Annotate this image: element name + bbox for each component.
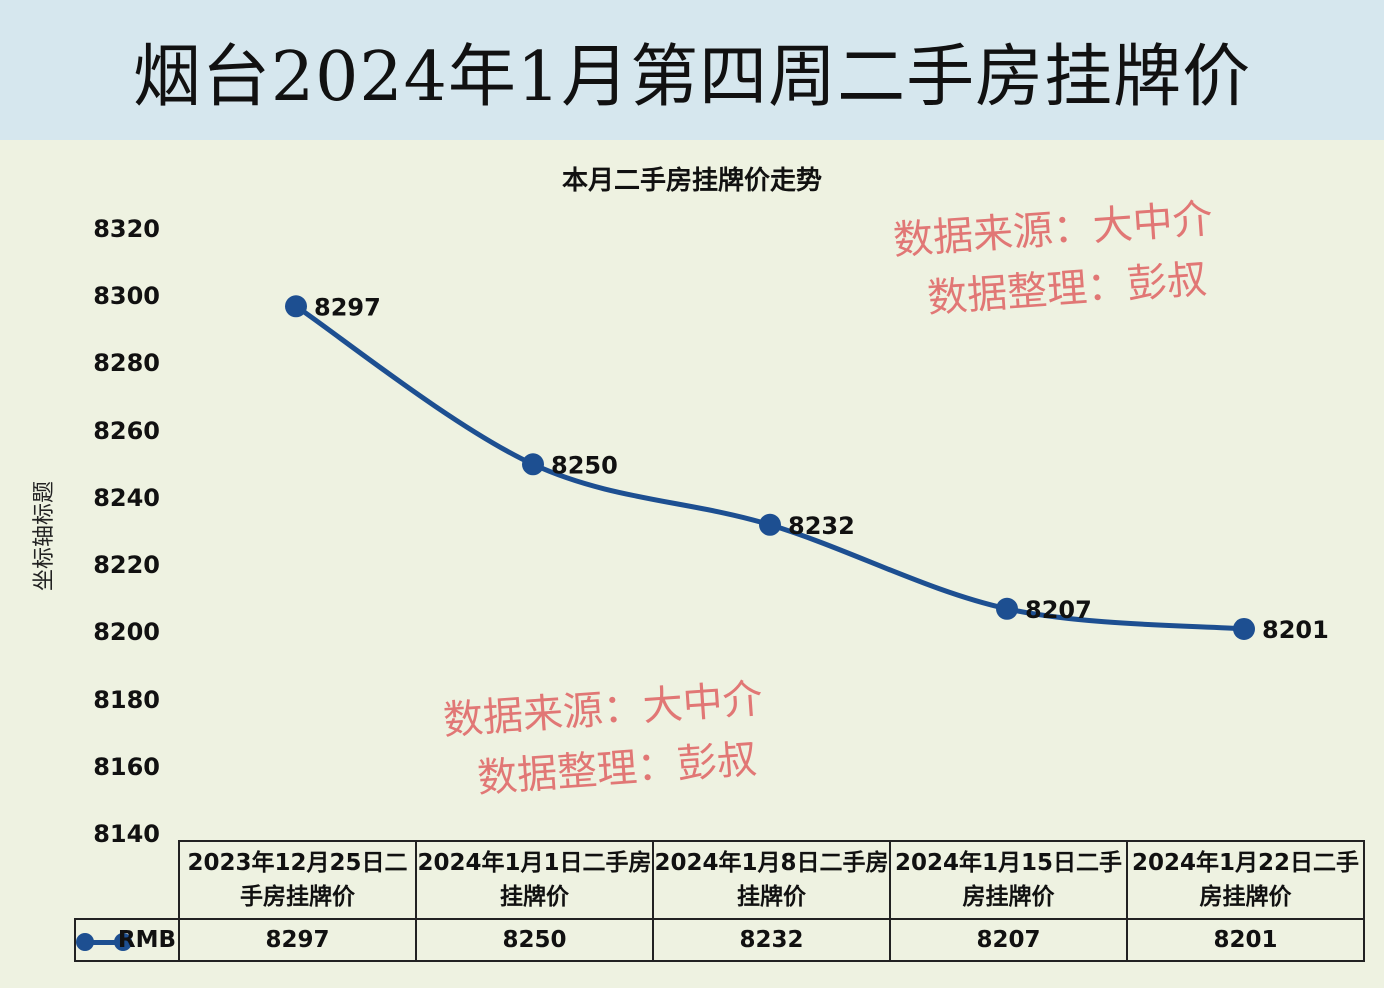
table-cell: 8207 — [889, 918, 1128, 962]
y-tick-label: 8160 — [93, 752, 160, 781]
data-point — [285, 295, 307, 318]
data-point — [759, 513, 781, 536]
data-label: 8232 — [788, 512, 855, 540]
page-title: 烟台2024年1月第四周二手房挂牌价 — [132, 37, 1252, 117]
table-corner — [75, 841, 180, 920]
legend-marker-icon — [114, 933, 132, 951]
data-point — [522, 453, 544, 476]
chart-title: 本月二手房挂牌价走势 — [561, 166, 822, 196]
table-header: 2024年1月15日二手房挂牌价 — [889, 840, 1128, 920]
y-tick-label: 8180 — [93, 685, 160, 714]
table-header: 2024年1月1日二手房挂牌价 — [415, 840, 654, 920]
data-label: 8297 — [314, 293, 381, 321]
y-tick-label: 8280 — [93, 349, 160, 378]
y-tick-label: 8260 — [93, 416, 160, 445]
series-line — [294, 304, 1245, 632]
watermark-top: 数据来源：大中介 数据整理：彭叔 — [891, 189, 1219, 331]
table-cell: 8232 — [652, 918, 891, 962]
table-cell: 8297 — [178, 918, 417, 962]
watermark-bottom: 数据来源：大中介 数据整理：彭叔 — [441, 669, 769, 811]
data-point — [1233, 617, 1255, 640]
y-tick-label: 8200 — [93, 618, 160, 647]
data-label: 8250 — [551, 451, 618, 479]
legend-label: RMB — [117, 927, 176, 953]
data-label: 8201 — [1262, 616, 1329, 644]
page-header: 烟台2024年1月第四周二手房挂牌价 — [0, 0, 1384, 140]
table-cell: 8250 — [415, 918, 654, 962]
y-tick-label: 8220 — [93, 551, 160, 580]
legend-marker-icon — [76, 933, 94, 951]
table-header: 2023年12月25日二手房挂牌价 — [178, 840, 417, 920]
table-cell: 8201 — [1126, 918, 1365, 962]
legend-line-icon — [84, 940, 124, 945]
y-tick-label: 8300 — [93, 282, 160, 311]
legend-key: RMB — [74, 918, 180, 962]
data-label: 8207 — [1025, 596, 1092, 624]
data-point — [996, 597, 1018, 620]
table-header: 2024年1月8日二手房挂牌价 — [652, 840, 891, 920]
data-table: 2023年12月25日二手房挂牌价 2024年1月1日二手房挂牌价 2024年1… — [74, 840, 1365, 962]
y-tick-label: 8240 — [93, 483, 160, 512]
y-tick-label: 8320 — [93, 215, 160, 243]
table-header: 2024年1月22日二手房挂牌价 — [1126, 840, 1365, 920]
